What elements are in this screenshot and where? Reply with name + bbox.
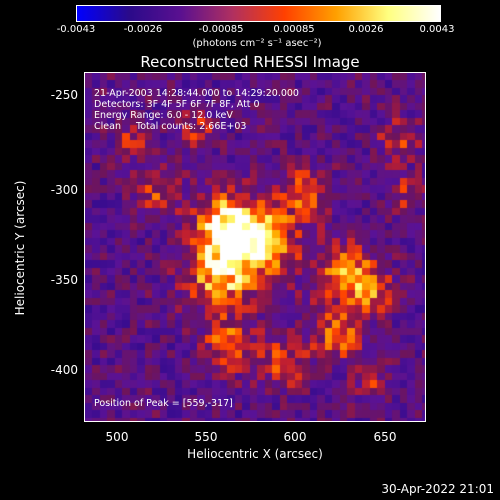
colorbar-tick: 0.0026 (348, 24, 384, 35)
annotation-detectors: Detectors: 3F 4F 5F 6F 7F 8F, Att 0 (94, 99, 260, 110)
y-tick-label: -350 (50, 273, 78, 287)
annotation-peak-position: Position of Peak = [559,-317] (94, 398, 233, 409)
x-tick-label: 600 (283, 430, 307, 444)
y-axis-label: Heliocentric Y (arcsec) (13, 180, 27, 316)
plot-area: 21-Apr-2003 14:28:44.000 to 14:29:20.000… (84, 72, 426, 422)
colorbar-tick: -0.0026 (123, 24, 163, 35)
x-tick-label: 650 (373, 430, 397, 444)
heatmap-image (85, 73, 425, 421)
colorbar-tick: 0.0043 (419, 24, 455, 35)
annotation-time-range: 21-Apr-2003 14:28:44.000 to 14:29:20.000 (94, 88, 299, 99)
chart-title: Reconstructed RHESSI Image (140, 53, 360, 71)
x-tick-label: 550 (194, 430, 218, 444)
colorbar-tick: -0.00085 (198, 24, 244, 35)
colorbar-label: (photons cm⁻² s⁻¹ asec⁻²) (192, 38, 322, 49)
annotation-energy-range: Energy Range: 6.0 - 12.0 keV (94, 110, 233, 121)
y-tick-label: -250 (50, 88, 78, 102)
y-tick-label: -400 (50, 363, 78, 377)
colorbar-tick: 0.00085 (273, 24, 315, 35)
colorbar (76, 5, 441, 22)
colorbar-tick: -0.0043 (56, 24, 96, 35)
y-tick-label: -300 (50, 183, 78, 197)
x-tick-label: 500 (105, 430, 129, 444)
timestamp: 30-Apr-2022 21:01 (381, 482, 494, 496)
x-axis-label: Heliocentric X (arcsec) (187, 447, 323, 461)
annotation-total-counts: Clean Total counts: 2.66E+03 (94, 121, 247, 132)
